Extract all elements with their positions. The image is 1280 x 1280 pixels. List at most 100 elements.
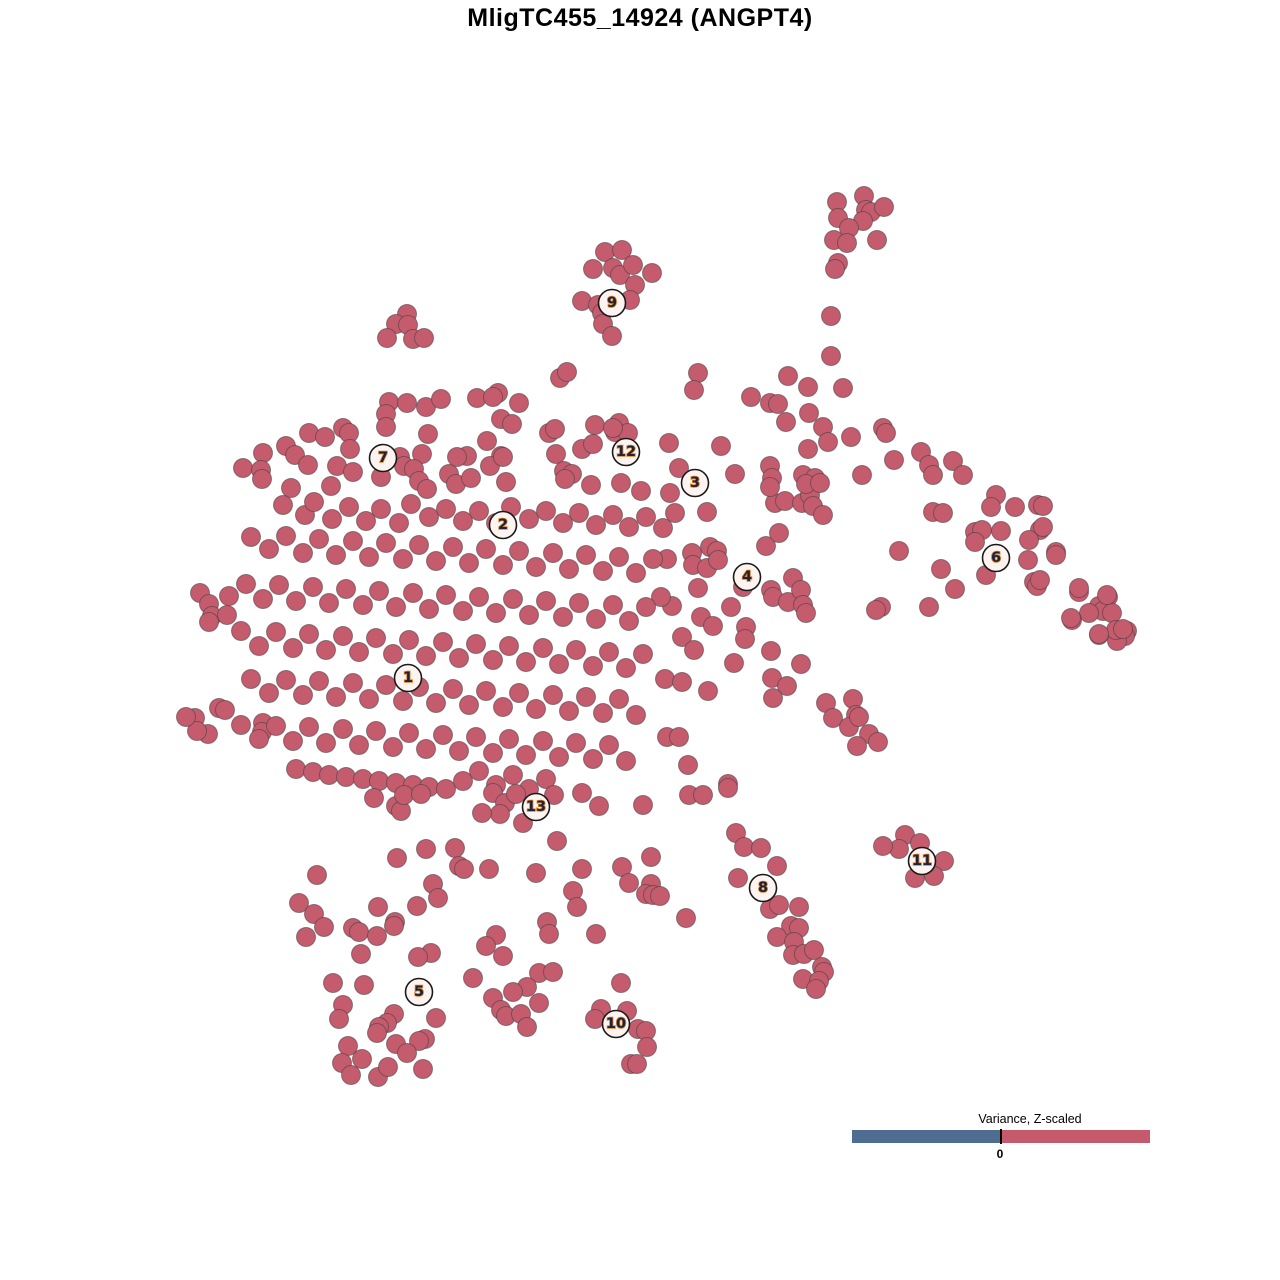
data-point bbox=[376, 417, 396, 437]
data-point bbox=[304, 492, 324, 512]
data-point bbox=[463, 968, 483, 988]
data-point bbox=[266, 716, 286, 736]
data-point bbox=[366, 721, 386, 741]
data-point bbox=[651, 587, 671, 607]
data-point bbox=[698, 681, 718, 701]
page-title: MligTC455_14924 (ANGPT4) bbox=[467, 4, 813, 32]
data-point bbox=[259, 539, 279, 559]
data-point bbox=[688, 363, 708, 383]
data-point bbox=[281, 478, 301, 498]
data-point bbox=[1018, 550, 1038, 570]
data-point bbox=[609, 547, 629, 567]
legend-colorbar: 0 bbox=[852, 1129, 1150, 1161]
data-point bbox=[549, 654, 569, 674]
data-point bbox=[426, 551, 446, 571]
data-point bbox=[387, 848, 407, 868]
data-point bbox=[933, 503, 953, 523]
data-point bbox=[633, 644, 653, 664]
data-point bbox=[734, 837, 754, 857]
data-point bbox=[1069, 578, 1089, 598]
data-point bbox=[397, 393, 417, 413]
data-point bbox=[314, 917, 334, 937]
data-point bbox=[761, 641, 781, 661]
cluster-badge-circle bbox=[680, 468, 710, 498]
data-point bbox=[555, 469, 575, 489]
data-point bbox=[1102, 603, 1122, 623]
data-point bbox=[303, 577, 323, 597]
cluster-badge-circle bbox=[732, 562, 762, 592]
data-point bbox=[443, 537, 463, 557]
data-point bbox=[364, 788, 384, 808]
data-point bbox=[769, 523, 789, 543]
legend-bar-negative bbox=[852, 1130, 1000, 1143]
legend-bar-positive bbox=[1002, 1130, 1150, 1143]
data-point bbox=[386, 597, 406, 617]
cluster-badge-number: 2 bbox=[498, 517, 508, 533]
data-point bbox=[276, 526, 296, 546]
data-point bbox=[1033, 517, 1053, 537]
data-point bbox=[559, 701, 579, 721]
data-point bbox=[293, 685, 313, 705]
data-point bbox=[653, 518, 673, 538]
data-point bbox=[369, 581, 389, 601]
data-point bbox=[241, 527, 261, 547]
data-point bbox=[367, 1023, 387, 1043]
data-point bbox=[316, 733, 336, 753]
data-point bbox=[718, 778, 738, 798]
data-point bbox=[873, 836, 893, 856]
data-point bbox=[583, 259, 603, 279]
data-point bbox=[417, 479, 437, 499]
data-point bbox=[799, 403, 819, 423]
data-point bbox=[459, 695, 479, 715]
cluster-badge-circle bbox=[597, 288, 627, 318]
data-point bbox=[693, 785, 713, 805]
data-point bbox=[349, 922, 369, 942]
legend-zero-tick: 0 bbox=[996, 1147, 1004, 1161]
data-point bbox=[627, 1054, 647, 1074]
data-point bbox=[798, 377, 818, 397]
data-point bbox=[353, 595, 373, 615]
data-point bbox=[623, 255, 643, 275]
data-point bbox=[286, 759, 306, 779]
data-point bbox=[289, 893, 309, 913]
data-point bbox=[371, 499, 391, 519]
data-point bbox=[445, 838, 465, 858]
data-point bbox=[769, 895, 789, 915]
data-point bbox=[416, 839, 436, 859]
data-point bbox=[333, 719, 353, 739]
data-point bbox=[586, 609, 606, 629]
cluster-badge-number: 13 bbox=[526, 799, 546, 815]
data-point bbox=[249, 636, 269, 656]
data-point bbox=[981, 497, 1001, 517]
data-point bbox=[791, 654, 811, 674]
data-point bbox=[509, 393, 529, 413]
data-point bbox=[259, 683, 279, 703]
data-point bbox=[804, 940, 824, 960]
data-point bbox=[756, 536, 776, 556]
data-point bbox=[266, 622, 286, 642]
data-point bbox=[566, 640, 586, 660]
data-point bbox=[389, 513, 409, 533]
cluster-label-6: 6 bbox=[981, 543, 1011, 573]
data-point bbox=[490, 804, 510, 824]
data-point bbox=[431, 389, 451, 409]
data-point bbox=[333, 626, 353, 646]
data-point bbox=[283, 731, 303, 751]
data-point bbox=[751, 838, 771, 858]
data-point bbox=[469, 761, 489, 781]
cluster-badge-number: 8 bbox=[758, 880, 768, 896]
data-point bbox=[340, 439, 360, 459]
data-point bbox=[433, 632, 453, 652]
data-point bbox=[319, 593, 339, 613]
data-point bbox=[493, 447, 513, 467]
data-point bbox=[655, 669, 675, 689]
data-point bbox=[493, 697, 513, 717]
data-point bbox=[642, 263, 662, 283]
data-point bbox=[547, 831, 567, 851]
cluster-label-1: 1 bbox=[393, 663, 423, 693]
data-point bbox=[847, 736, 867, 756]
data-point bbox=[399, 630, 419, 650]
cluster-label-4: 4 bbox=[732, 562, 762, 592]
data-point bbox=[416, 646, 436, 666]
